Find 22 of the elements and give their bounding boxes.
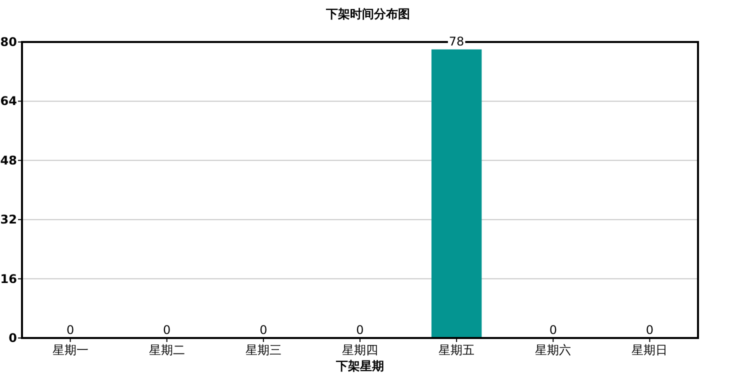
x-tick-label: 星期二 bbox=[148, 343, 185, 357]
data-label: 0 bbox=[549, 323, 557, 337]
x-axis-title: 下架星期 bbox=[335, 359, 384, 373]
x-tick-label: 星期一 bbox=[52, 343, 88, 357]
y-tick-label: 80 bbox=[0, 35, 17, 49]
data-label: 0 bbox=[356, 323, 364, 337]
y-tick-label: 0 bbox=[8, 331, 17, 345]
data-label: 0 bbox=[66, 323, 74, 337]
x-tick-label: 星期四 bbox=[342, 343, 378, 357]
x-tick-label: 星期三 bbox=[245, 343, 282, 357]
data-label: 0 bbox=[260, 323, 268, 337]
y-tick-label: 32 bbox=[0, 212, 17, 227]
data-label: 0 bbox=[646, 323, 654, 337]
y-tick-label: 64 bbox=[0, 94, 17, 108]
chart-title: 下架时间分布图 bbox=[325, 7, 410, 21]
x-tick-label: 星期六 bbox=[535, 343, 572, 357]
y-tick-label: 48 bbox=[0, 153, 17, 168]
x-tick-label: 星期日 bbox=[632, 343, 668, 357]
data-label: 78 bbox=[448, 34, 464, 48]
data-label: 0 bbox=[163, 323, 171, 337]
x-tick-label: 星期五 bbox=[438, 343, 475, 357]
y-tick-label: 16 bbox=[0, 272, 17, 286]
